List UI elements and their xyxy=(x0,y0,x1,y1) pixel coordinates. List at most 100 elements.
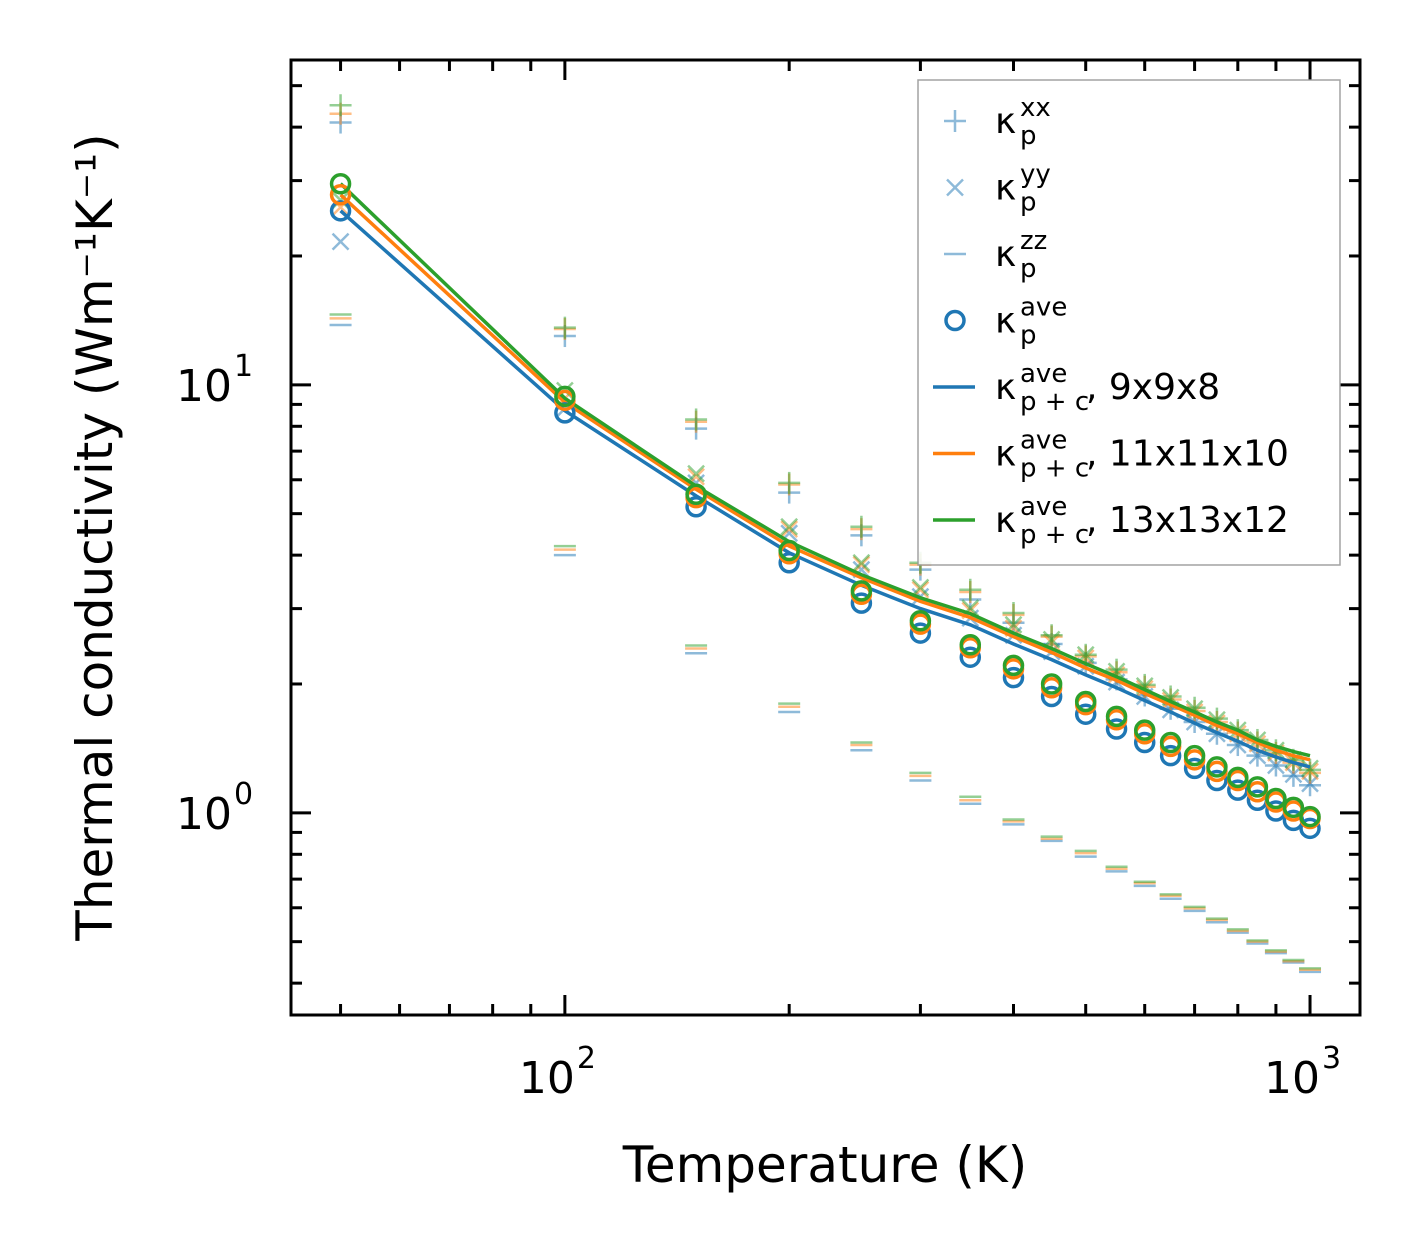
legend-superscript: xx xyxy=(1020,93,1051,123)
13x13x12-kave-point xyxy=(909,610,932,632)
x-tick-label: 10 xyxy=(1264,1053,1320,1104)
9x9x8-kyy-point xyxy=(331,232,350,251)
13x13x12-kave-point xyxy=(1133,719,1156,741)
13x13x12-kave-point xyxy=(1282,796,1305,819)
13x13x12-kyy-point xyxy=(911,578,930,597)
circle xyxy=(1299,817,1321,840)
circle xyxy=(329,172,352,195)
legend-kappa: κ xyxy=(995,234,1016,275)
13x13x12-kxx-point xyxy=(778,471,801,494)
circle xyxy=(1133,719,1156,741)
legend-subscript: p + c xyxy=(1020,520,1089,550)
9x9x8-kave-point xyxy=(959,646,982,668)
13x13x12-kave-point xyxy=(959,633,982,656)
9x9x8-kave-point xyxy=(329,200,352,222)
x-b xyxy=(852,553,871,572)
circle xyxy=(329,184,352,206)
x-b xyxy=(331,232,350,251)
circle xyxy=(778,539,800,562)
legend-kappa: κ xyxy=(995,301,1016,342)
circle xyxy=(1206,756,1228,778)
13x13x12-kave-point xyxy=(1074,690,1097,713)
13x13x12-kyy-point xyxy=(780,517,799,536)
legend-entry: κ zzp xyxy=(944,226,1047,284)
circle xyxy=(959,646,982,668)
9x9x8-kave-point xyxy=(1159,744,1182,767)
x-b xyxy=(852,555,871,574)
legend-grid-label: , 13x13x12 xyxy=(1086,500,1289,541)
circle xyxy=(1105,705,1128,728)
legend-subscript: p xyxy=(1020,321,1037,351)
legend-subscript: p xyxy=(1020,188,1037,218)
circle xyxy=(1002,654,1025,677)
circle xyxy=(1074,703,1097,725)
x-tick-label-exponent: 2 xyxy=(577,1041,596,1076)
y-tick-label-exponent: 1 xyxy=(234,349,253,384)
legend-superscript: ave xyxy=(1020,293,1067,323)
x-b xyxy=(911,578,930,597)
y-tick-label: 10 xyxy=(176,789,232,840)
13x13x12-kpc-line xyxy=(339,182,1311,758)
circle xyxy=(1040,673,1063,695)
circle xyxy=(685,483,707,506)
legend-entry: κ xxp xyxy=(944,93,1051,151)
legend-grid-label: , 9x9x8 xyxy=(1086,367,1220,408)
legend-subscript: p xyxy=(1020,121,1037,151)
x-b xyxy=(1208,710,1226,729)
circle xyxy=(1299,805,1321,828)
circle xyxy=(944,309,966,332)
13x13x12-kave-point xyxy=(1227,766,1249,789)
13x13x12-kave-point xyxy=(1246,776,1269,798)
13x13x12-kave-point xyxy=(1183,744,1206,767)
9x9x8-kave-point xyxy=(685,495,707,518)
11x11x10-kave-point xyxy=(329,184,352,206)
13x13x12-kave-point xyxy=(554,385,576,408)
y-tick-label: 10 xyxy=(176,361,232,412)
9x9x8-kave-point xyxy=(1105,718,1128,740)
legend-marker-plus xyxy=(944,110,966,132)
circle xyxy=(959,633,982,656)
11x11x10-kyy-point xyxy=(780,520,799,539)
9x9x8-kave-point xyxy=(1002,666,1025,689)
9x9x8-kave-point xyxy=(1074,703,1097,725)
13x13x12-kave-point xyxy=(1002,654,1025,677)
13x13x12-kxx-point xyxy=(553,316,576,339)
plot-marks xyxy=(329,94,1322,974)
9x9x8-kave-point xyxy=(1133,731,1156,754)
circle xyxy=(1282,796,1305,819)
circle xyxy=(685,495,707,518)
9x9x8-kave-point xyxy=(1206,769,1228,792)
13x13x12-kyy-point xyxy=(852,553,871,572)
13x13x12-kxx-point xyxy=(1002,602,1025,625)
legend-subscript: p + c xyxy=(1020,387,1089,417)
circle xyxy=(778,551,800,574)
13x13x12-kave-point xyxy=(329,172,352,195)
legend-kappa: κ xyxy=(995,168,1016,209)
legend-superscript: zz xyxy=(1020,226,1047,256)
9x9x8-kave-point xyxy=(1183,757,1206,780)
circle xyxy=(850,580,873,602)
legend-subscript: p xyxy=(1020,254,1037,284)
circle xyxy=(1133,731,1156,754)
circle xyxy=(1265,787,1287,810)
x-b xyxy=(780,517,799,536)
13x13x12-kave-point xyxy=(1299,805,1321,828)
13x13x12-kave-point xyxy=(1206,756,1228,778)
11x11x10-kyy-point xyxy=(852,555,871,574)
plot-frame xyxy=(289,58,1362,1017)
axis-ticks: 10 2 10 310 010 1 xyxy=(176,60,1360,1104)
y-tick-label-exponent: 0 xyxy=(234,777,253,812)
legend-subscript: p + c xyxy=(1020,454,1089,484)
legend-box xyxy=(917,79,1341,566)
circle xyxy=(329,200,352,222)
circle xyxy=(1183,757,1206,780)
13x13x12-kxx-point xyxy=(685,408,708,431)
legend-superscript: yy xyxy=(1020,160,1051,190)
9x9x8-kpc-line xyxy=(339,209,1311,769)
circle xyxy=(1002,666,1025,689)
legend-kappa: κ xyxy=(995,434,1016,475)
